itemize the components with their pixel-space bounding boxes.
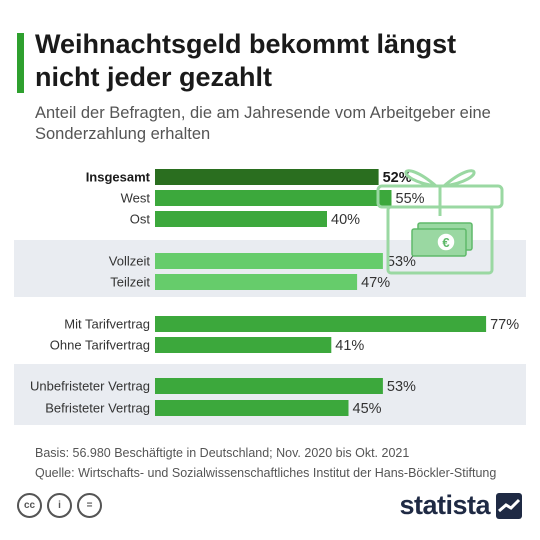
bar-insgesamt — [155, 169, 379, 185]
bar-vollzeit — [155, 253, 383, 269]
person-icon[interactable]: i — [47, 493, 72, 518]
license-icons: cc i = — [17, 493, 102, 518]
brand-name: statista — [399, 490, 490, 520]
category-label-teilzeit: Teilzeit — [110, 275, 150, 290]
value-label-teilzeit: 47% — [361, 275, 390, 291]
value-label-mit-tarifvertrag: 77% — [490, 317, 519, 333]
bar-ohne-tarifvertrag — [155, 337, 332, 353]
statista-logo-icon — [496, 492, 522, 519]
bars: Insgesamt 52% West 55% Ost 40% Vollzeit 53% Teil… — [30, 169, 519, 417]
chart-subtitle: Anteil der Befragten, die am Jahresende … — [35, 104, 491, 143]
euro-icon: € — [442, 235, 449, 250]
bar-chart: Insgesamt 52% West 55% Ost 40% Vollzeit 53% Teil… — [30, 169, 519, 417]
footer-source: Quelle: Wirtschafts- und Sozialwissensch… — [35, 466, 497, 480]
cc-icon[interactable]: cc — [17, 493, 42, 518]
bar-teilzeit — [155, 274, 358, 290]
category-label-vollzeit: Vollzeit — [109, 254, 151, 269]
gift-box-illustration: € — [376, 169, 504, 275]
value-label-befristeter-vertrag: 45% — [353, 401, 382, 417]
euro-coin — [436, 232, 456, 252]
category-label-ohne-tarifvertrag: Ohne Tarifvertrag — [50, 338, 150, 353]
value-label-unbefristeter-vertrag: 53% — [387, 379, 416, 395]
bar-mit-tarifvertrag — [155, 316, 487, 332]
footer: Basis: 56.980 Beschäftigte in Deutschlan… — [35, 443, 530, 483]
footer-basis: Basis: 56.980 Beschäftigte in Deutschlan… — [35, 446, 410, 460]
bar-ost — [155, 211, 327, 227]
category-label-mit-tarifvertrag: Mit Tarifvertrag — [64, 317, 150, 332]
category-label-ost: Ost — [130, 212, 151, 227]
category-label-insgesamt: Insgesamt — [86, 170, 151, 185]
statista-logo[interactable]: statista — [399, 490, 522, 521]
bar-befristeter-vertrag — [155, 400, 349, 416]
equals-icon[interactable]: = — [77, 493, 102, 518]
value-label-insgesamt: 52% — [383, 170, 412, 186]
bar-west — [155, 190, 392, 206]
chart-title: Weihnachtsgeld bekommt längst nicht jede… — [35, 29, 457, 92]
value-label-vollzeit: 53% — [387, 254, 416, 270]
gift-ribbon-icon — [404, 169, 476, 188]
category-label-west: West — [121, 191, 151, 206]
category-label-befristeter-vertrag: Befristeter Vertrag — [45, 401, 150, 416]
bar-unbefristeter-vertrag — [155, 378, 383, 394]
value-label-west: 55% — [396, 191, 425, 207]
category-label-unbefristeter-vertrag: Unbefristeter Vertrag — [30, 379, 150, 394]
title-accent-bar — [17, 33, 24, 93]
value-label-ohne-tarifvertrag: 41% — [335, 338, 364, 354]
value-label-ost: 40% — [331, 212, 360, 228]
